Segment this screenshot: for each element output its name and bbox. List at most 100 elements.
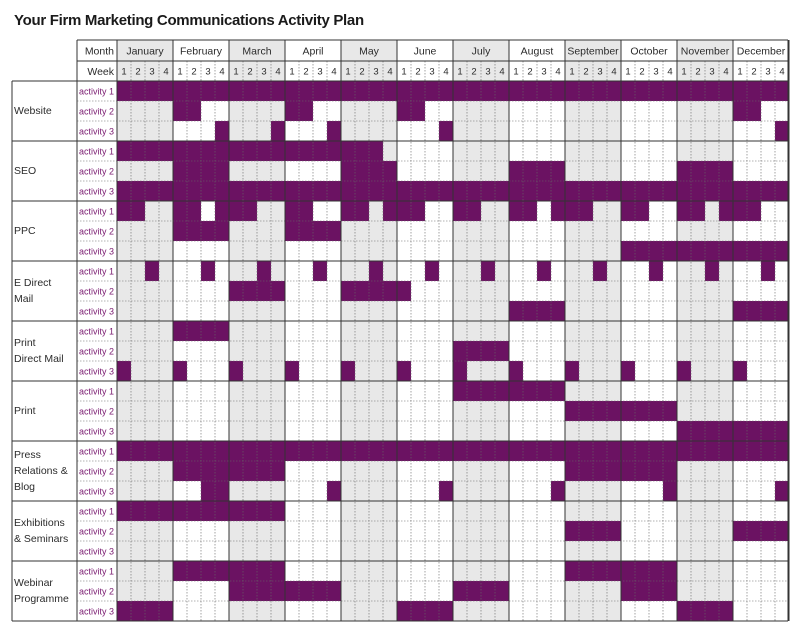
group-label-line: Exhibitions <box>14 517 65 529</box>
active-cell <box>691 201 705 221</box>
active-cell <box>117 601 131 621</box>
active-cell <box>131 81 145 101</box>
active-cell <box>383 81 397 101</box>
active-cell <box>663 481 677 501</box>
active-cell <box>229 281 243 301</box>
week-number: 3 <box>653 67 658 78</box>
active-cell <box>775 181 789 201</box>
month-header-september: September <box>567 45 619 57</box>
active-cell <box>481 441 495 461</box>
month-header-cell <box>565 40 621 61</box>
active-cell <box>215 121 229 141</box>
week-number: 2 <box>359 67 364 78</box>
active-cell <box>607 181 621 201</box>
active-cell <box>201 441 215 461</box>
active-cell <box>215 201 229 221</box>
active-cell <box>509 441 523 461</box>
active-cell <box>551 481 565 501</box>
activity-label: activity 3 <box>79 126 114 136</box>
active-cell <box>719 201 733 221</box>
active-cell <box>271 121 285 141</box>
active-cell <box>565 561 579 581</box>
active-cell <box>257 281 271 301</box>
active-cell <box>439 181 453 201</box>
active-cell <box>285 581 299 601</box>
active-cell <box>761 261 775 281</box>
active-cell <box>187 221 201 241</box>
active-cell <box>607 521 621 541</box>
active-cell <box>201 461 215 481</box>
active-cell <box>593 561 607 581</box>
active-cell <box>467 381 481 401</box>
active-cell <box>369 281 383 301</box>
active-cell <box>775 521 789 541</box>
active-cell <box>621 181 635 201</box>
active-cell <box>607 441 621 461</box>
active-cell <box>201 501 215 521</box>
week-number: 3 <box>429 67 434 78</box>
active-cell <box>159 601 173 621</box>
active-cell <box>523 161 537 181</box>
active-cell <box>271 181 285 201</box>
active-cell <box>509 81 523 101</box>
active-cell <box>565 81 579 101</box>
active-cell <box>341 201 355 221</box>
group-label: PPC <box>14 225 36 237</box>
active-cell <box>579 521 593 541</box>
active-cell <box>215 81 229 101</box>
month-header-april: April <box>302 45 323 57</box>
active-cell <box>705 421 719 441</box>
active-cell <box>411 101 425 121</box>
active-cell <box>397 601 411 621</box>
active-cell <box>579 181 593 201</box>
week-number: 2 <box>695 67 700 78</box>
week-number: 2 <box>751 67 756 78</box>
active-cell <box>677 601 691 621</box>
week-number: 2 <box>527 67 532 78</box>
active-cell <box>229 201 243 221</box>
active-cell <box>495 181 509 201</box>
active-cell <box>201 141 215 161</box>
week-number: 4 <box>723 67 728 78</box>
active-cell <box>299 81 313 101</box>
active-cell <box>733 101 747 121</box>
group-label-line: Mail <box>14 293 33 305</box>
active-cell <box>565 201 579 221</box>
month-header-january: January <box>126 45 164 57</box>
active-cell <box>635 561 649 581</box>
group-label-line: PPC <box>14 225 36 237</box>
active-cell <box>355 81 369 101</box>
active-cell <box>187 321 201 341</box>
week-number: 4 <box>499 67 504 78</box>
active-cell <box>537 181 551 201</box>
active-cell <box>635 461 649 481</box>
month-header-cell <box>453 40 509 61</box>
month-header-cell <box>173 40 229 61</box>
group-label: E Direct Mail <box>14 277 51 305</box>
active-cell <box>215 441 229 461</box>
active-cell <box>397 361 411 381</box>
group-label: Website <box>14 105 52 117</box>
active-cell <box>747 241 761 261</box>
active-cell <box>383 201 397 221</box>
active-cell <box>691 181 705 201</box>
active-cell <box>411 181 425 201</box>
active-cell <box>201 261 215 281</box>
month-header-october: October <box>630 45 668 57</box>
active-cell <box>649 181 663 201</box>
active-cell <box>677 361 691 381</box>
active-cell <box>229 501 243 521</box>
activity-label: activity 3 <box>79 366 114 376</box>
active-cell <box>187 101 201 121</box>
active-cell <box>691 81 705 101</box>
active-cell <box>383 181 397 201</box>
activity-label: activity 2 <box>79 226 114 236</box>
active-cell <box>453 381 467 401</box>
active-cell <box>411 441 425 461</box>
active-cell <box>425 181 439 201</box>
active-cell <box>621 81 635 101</box>
active-cell <box>677 181 691 201</box>
week-number: 3 <box>373 67 378 78</box>
active-cell <box>159 81 173 101</box>
active-cell <box>733 181 747 201</box>
